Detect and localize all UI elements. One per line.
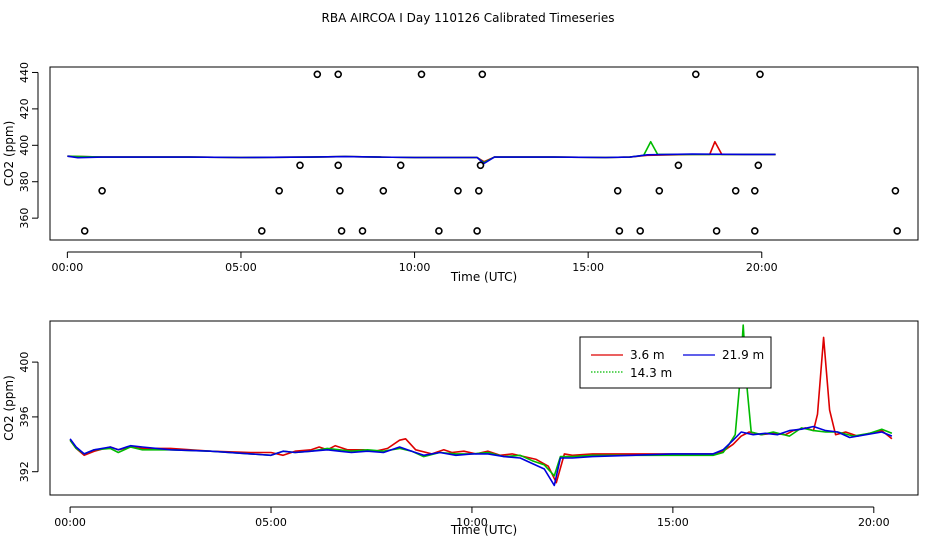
scatter-point	[613, 187, 622, 195]
y-tick-label: 360	[18, 208, 31, 229]
y-axis-top: 360 380 400 420 440	[18, 62, 39, 229]
scatter-point	[98, 187, 106, 195]
panel-bottom-chart: 00:00 05:00 10:00 15:00 20:00 392 396 400 Time…	[2, 320, 919, 537]
scatter-point	[337, 227, 346, 235]
x-axis-title-top: Time (UTC)	[450, 270, 517, 284]
x-tick-label: 05:00	[255, 516, 287, 529]
x-tick-label: 00:00	[54, 516, 86, 529]
y-tick-label: 440	[18, 62, 31, 83]
scatter-point	[296, 161, 304, 170]
scatter-point	[891, 187, 900, 195]
scatter-point	[417, 70, 426, 79]
x-axis-bottom: 00:00 05:00 10:00 15:00 20:00	[54, 506, 890, 529]
series-line-21-9-m	[67, 153, 776, 165]
scatter-point	[750, 227, 759, 235]
x-tick-label: 10:00	[399, 261, 431, 274]
scatter-point	[674, 161, 683, 170]
scatter-point	[473, 227, 481, 235]
series-group-bottom	[69, 324, 893, 487]
x-tick-label: 15:00	[657, 516, 689, 529]
plot-frame-bottom	[49, 320, 919, 496]
scatter-point	[474, 187, 483, 195]
scatter-point	[754, 161, 763, 170]
legend-label-14-3m: 14.3 m	[630, 366, 672, 380]
x-tick-label: 00:00	[52, 261, 84, 274]
y-axis-title-top: CO2 (ppm)	[2, 121, 16, 187]
scatter-point	[257, 227, 266, 235]
scatter-point	[454, 187, 462, 195]
y-tick-label: 396	[18, 406, 31, 427]
series-line-14-3-m	[67, 140, 776, 164]
scatter-point	[750, 187, 759, 195]
scatter-point	[655, 187, 664, 195]
scatter-point	[636, 227, 645, 235]
scatter-point	[478, 70, 487, 79]
scatter-point	[893, 227, 902, 235]
y-tick-label: 380	[18, 171, 31, 192]
scatter-point	[691, 70, 700, 79]
scatter-point	[615, 227, 624, 235]
scatter-point	[731, 187, 740, 195]
scatter-point	[379, 187, 388, 195]
series-line-21-9-m	[69, 425, 893, 487]
x-tick-label: 05:00	[225, 261, 257, 274]
legend-label-3-6m: 3.6 m	[630, 348, 665, 362]
legend-label-21-9m: 21.9 m	[722, 348, 764, 362]
scatter-point	[712, 227, 721, 235]
scatter-point	[80, 227, 89, 235]
scatter-point	[756, 70, 764, 79]
scatter-point	[435, 227, 443, 235]
series-line-3-6-m	[67, 140, 776, 163]
x-tick-label: 10:00	[456, 516, 488, 529]
series-group-top	[67, 140, 776, 165]
scatter-point	[334, 70, 343, 79]
y-tick-label: 400	[18, 135, 31, 156]
y-tick-label: 420	[18, 98, 31, 119]
scatter-point	[476, 161, 485, 170]
scatter-point	[336, 187, 344, 195]
x-tick-label: 20:00	[858, 516, 890, 529]
legend-box	[579, 336, 772, 389]
scatter-point	[396, 161, 405, 170]
x-tick-label: 15:00	[572, 261, 604, 274]
plot-frame-top	[49, 66, 919, 241]
legend: 3.6 m 21.9 m 14.3 m	[579, 336, 772, 389]
scatter-point	[334, 161, 343, 170]
scatter-point	[275, 187, 284, 195]
x-axis-top: 00:00 05:00 10:00 15:00 20:00	[52, 251, 778, 274]
x-axis-title-bottom: Time (UTC)	[450, 523, 517, 537]
y-tick-label: 400	[18, 352, 31, 373]
scatter-group-top	[80, 70, 902, 235]
scatter-point	[358, 227, 367, 235]
panel-top-chart: 00:00 05:00 10:00 15:00 20:00 360 380 400 420 44…	[2, 62, 919, 284]
y-tick-label: 392	[18, 461, 31, 482]
scatter-point	[313, 70, 322, 79]
y-axis-title-bottom: CO2 (ppm)	[2, 375, 16, 441]
chart-title: RBA AIRCOA I Day 110126 Calibrated Times…	[322, 11, 615, 25]
x-tick-label: 20:00	[746, 261, 778, 274]
y-axis-bottom: 392 396 400	[18, 352, 39, 482]
